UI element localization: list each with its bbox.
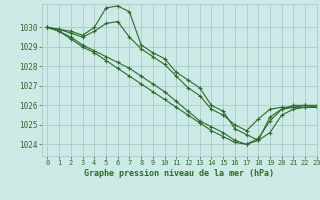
X-axis label: Graphe pression niveau de la mer (hPa): Graphe pression niveau de la mer (hPa) xyxy=(84,169,274,178)
